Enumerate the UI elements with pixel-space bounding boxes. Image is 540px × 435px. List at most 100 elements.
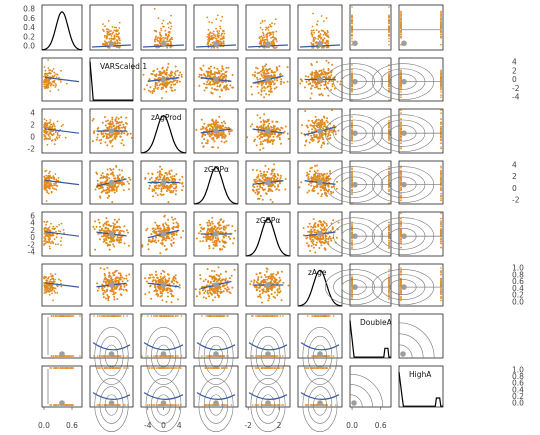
data-point: [222, 29, 225, 32]
data-point: [262, 174, 264, 177]
data-point: [214, 225, 217, 228]
data-point: [45, 183, 47, 186]
data-point: [351, 77, 353, 80]
data-point: [258, 42, 261, 45]
data-point: [160, 187, 163, 190]
data-point: [172, 75, 175, 78]
data-point: [440, 225, 442, 228]
data-point: [263, 86, 266, 88]
data-point: [264, 87, 267, 90]
data-point: [268, 67, 271, 70]
data-point: [211, 137, 214, 140]
data-point: [201, 142, 204, 145]
data-point: [320, 126, 323, 128]
data-point: [161, 97, 163, 100]
data-point: [101, 172, 104, 175]
data-point: [170, 70, 173, 73]
data-point: [440, 14, 442, 17]
data-point: [327, 61, 330, 64]
data-point: [169, 28, 172, 30]
data-point: [164, 239, 167, 242]
centroid-point: [317, 41, 323, 47]
data-point: [165, 71, 168, 74]
data-point: [351, 40, 353, 43]
data-point: [269, 74, 272, 77]
data-point: [267, 74, 270, 77]
panel-r2-c4: [193, 57, 239, 102]
data-point: [325, 119, 328, 122]
data-point: [337, 129, 340, 132]
data-point: [300, 181, 303, 184]
panel-r5-c3: [140, 211, 187, 257]
data-point: [276, 177, 279, 180]
data-point: [400, 13, 402, 15]
data-point: [57, 177, 60, 179]
data-point: [44, 81, 46, 84]
data-point: [206, 16, 209, 19]
data-point: [251, 93, 253, 96]
data-point: [351, 22, 353, 25]
data-point: [218, 85, 221, 88]
data-point: [157, 40, 160, 42]
data-point: [166, 66, 169, 69]
data-point: [326, 224, 328, 227]
data-point: [219, 83, 222, 86]
data-point: [327, 67, 330, 70]
data-point: [170, 243, 173, 246]
data-point: [62, 229, 65, 231]
data-point: [168, 82, 170, 85]
data-point: [153, 74, 156, 77]
data-point: [310, 63, 313, 65]
data-point: [325, 222, 328, 225]
data-point: [156, 38, 158, 41]
data-point: [273, 74, 276, 77]
data-point: [256, 169, 258, 172]
data-point: [351, 167, 353, 170]
data-point: [317, 118, 320, 121]
panel-r3-c3: [140, 108, 187, 154]
data-point: [119, 135, 122, 138]
data-point: [265, 68, 268, 71]
data-point: [262, 43, 265, 46]
data-point: [351, 34, 353, 37]
data-point: [169, 40, 172, 43]
data-point: [204, 86, 207, 89]
data-point: [125, 116, 128, 119]
data-point: [312, 246, 315, 249]
data-point: [272, 135, 275, 138]
centroid-point: [160, 231, 167, 237]
data-point: [388, 240, 390, 242]
data-point: [211, 126, 214, 129]
data-point: [95, 225, 98, 228]
data-point: [49, 119, 52, 121]
data-point: [48, 125, 51, 128]
data-point: [246, 136, 249, 139]
data-point: [46, 122, 49, 125]
data-point: [153, 7, 156, 10]
data-point: [305, 80, 308, 83]
data-point: [440, 79, 442, 81]
panel-frame: [297, 4, 343, 51]
data-point: [168, 170, 171, 173]
data-point: [217, 39, 220, 42]
data-point: [270, 90, 273, 93]
data-point: [53, 127, 56, 130]
panel-frame: [193, 108, 239, 154]
data-point: [263, 113, 266, 116]
data-point: [60, 80, 62, 83]
panel-r3-c4: [193, 108, 239, 154]
data-point: [158, 173, 161, 176]
contour-line: [324, 166, 383, 204]
data-point: [306, 126, 309, 129]
data-point: [440, 135, 442, 138]
data-point: [43, 138, 46, 141]
data-point: [440, 123, 442, 125]
data-point: [161, 86, 164, 89]
data-point: [106, 144, 109, 147]
data-point: [169, 176, 172, 179]
data-point: [440, 11, 442, 14]
data-point: [162, 19, 165, 22]
data-point: [110, 240, 113, 243]
centroid-point: [160, 179, 167, 186]
data-point: [60, 244, 62, 247]
